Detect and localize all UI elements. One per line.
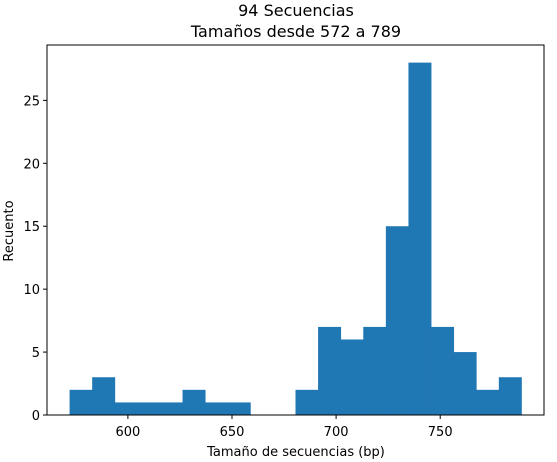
chart-title: 94 Secuencias: [238, 1, 354, 20]
histogram-bar: [318, 326, 342, 415]
histogram-bar: [408, 62, 432, 415]
histogram-bar: [295, 389, 319, 415]
histogram-bar: [114, 402, 138, 415]
y-tick-label: 0: [32, 409, 40, 424]
histogram-bar: [92, 377, 116, 415]
x-tick-label: 750: [428, 425, 453, 440]
histogram-bar: [385, 226, 409, 415]
x-tick-label: 600: [115, 425, 140, 440]
x-axis-ticks: 600 650 700 750: [115, 415, 453, 440]
histogram-bar: [431, 326, 455, 415]
histogram-bar: [69, 389, 93, 415]
histogram-bar: [498, 377, 522, 415]
chart-subtitle: Tamaños desde 572 a 789: [190, 22, 401, 41]
histogram-bar: [205, 402, 229, 415]
x-tick-label: 700: [324, 425, 349, 440]
histogram-bar: [363, 326, 387, 415]
x-axis-label: Tamaño de secuencias (bp): [206, 445, 385, 460]
y-tick-label: 10: [23, 283, 40, 298]
bars-group: [69, 62, 522, 415]
histogram-bar: [476, 389, 500, 415]
histogram-bar: [453, 352, 477, 415]
y-axis-label: Recuento: [2, 200, 17, 261]
histogram-bar: [340, 339, 364, 415]
histogram-bar: [182, 389, 206, 415]
y-tick-label: 5: [32, 346, 40, 361]
plot-frame: [46, 44, 545, 416]
x-tick-label: 650: [220, 425, 245, 440]
histogram-bar: [227, 402, 251, 415]
histogram-bar: [137, 402, 161, 415]
y-tick-label: 15: [23, 220, 40, 235]
histogram-bar: [159, 402, 183, 415]
y-tick-label: 25: [23, 94, 40, 109]
y-tick-label: 20: [23, 157, 40, 172]
y-axis-ticks: 0 5 10 15 20 25: [23, 94, 47, 424]
